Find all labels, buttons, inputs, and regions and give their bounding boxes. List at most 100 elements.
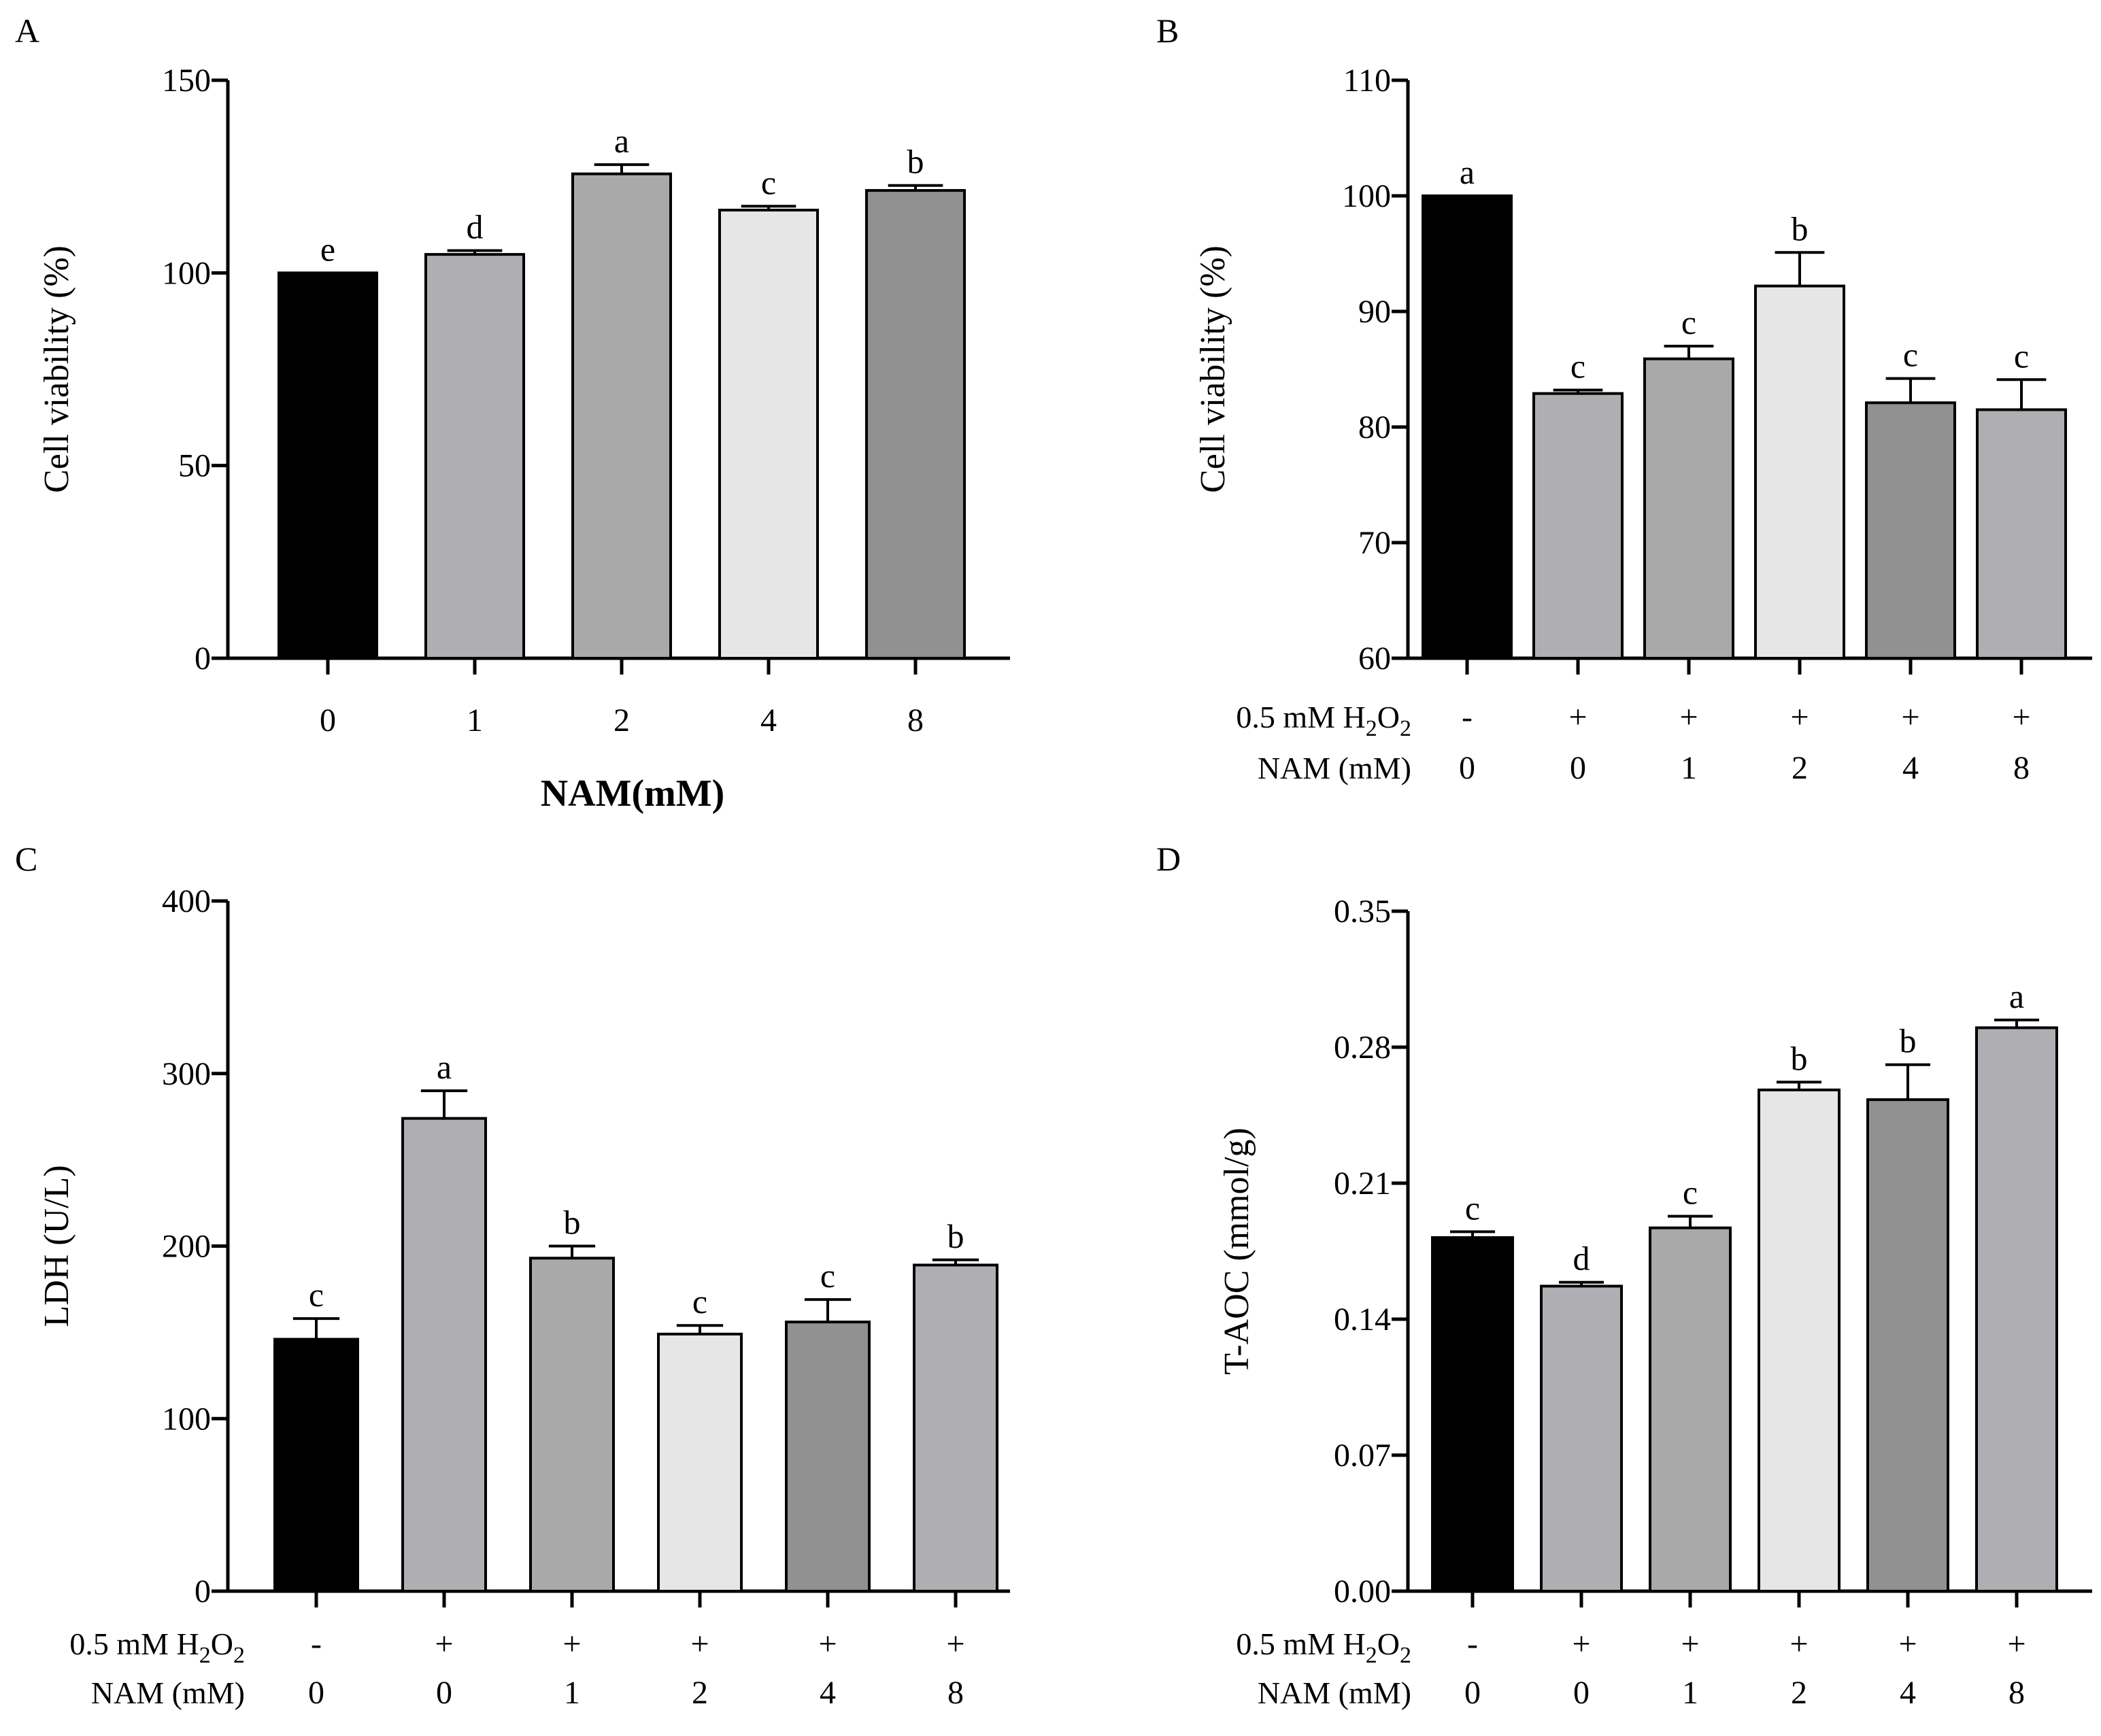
- condition-label-main: NAM (mM): [1258, 751, 1411, 785]
- condition-value: -: [1467, 1626, 1478, 1662]
- panel-letter: D: [1156, 840, 1181, 878]
- condition-value: 0: [1459, 750, 1475, 786]
- significance-letter: a: [614, 122, 629, 160]
- bar: [1643, 357, 1734, 660]
- significance-letter: c: [1465, 1189, 1480, 1227]
- bar: [278, 271, 378, 660]
- condition-value: +: [1681, 1626, 1699, 1662]
- condition-value: 0: [1573, 1675, 1590, 1711]
- significance-letter: c: [692, 1282, 707, 1321]
- significance-letter: b: [1900, 1022, 1917, 1060]
- y-tick-label: 0.35: [1334, 893, 1391, 930]
- significance-letter: a: [2009, 977, 2024, 1015]
- condition-value: -: [1462, 699, 1473, 735]
- condition-value: -: [311, 1626, 322, 1662]
- condition-label-mid: O: [211, 1627, 233, 1661]
- bar: [1754, 284, 1845, 660]
- bar: [1649, 1226, 1732, 1593]
- y-tick-label: 70: [1358, 525, 1391, 561]
- y-tick-label: 80: [1358, 409, 1391, 445]
- bar: [657, 1332, 743, 1593]
- significance-letter: c: [309, 1276, 324, 1314]
- condition-value: 8: [947, 1675, 964, 1711]
- condition-label: NAM (mM): [1258, 1675, 1411, 1710]
- y-axis-label: T-AOC (mmol/g): [1217, 1127, 1256, 1375]
- condition-value: +: [2007, 1626, 2026, 1662]
- condition-label-sub: 2: [1400, 1643, 1411, 1668]
- x-axis-title: NAM(mM): [541, 772, 725, 815]
- bar: [424, 253, 525, 660]
- significance-letter: e: [320, 230, 335, 268]
- condition-label-main: NAM (mM): [91, 1675, 245, 1710]
- x-tick-label: 0: [320, 702, 336, 738]
- x-tick-label: 8: [907, 702, 924, 738]
- bar: [571, 172, 672, 660]
- condition-value: 1: [564, 1675, 580, 1711]
- y-tick-label: 0.28: [1334, 1029, 1391, 1066]
- condition-label-main: 0.5 mM H: [1236, 700, 1365, 734]
- condition-label-sub: 2: [233, 1643, 245, 1668]
- condition-value: +: [562, 1626, 581, 1662]
- significance-letter: b: [947, 1217, 964, 1255]
- condition-label: 0.5 mM H2O2: [69, 1627, 245, 1668]
- y-axis-label: LDH (U/L): [37, 1165, 76, 1327]
- bar: [1975, 1026, 2058, 1593]
- y-tick-label: 150: [162, 63, 211, 99]
- y-axis-label: Cell viability (%): [37, 245, 76, 493]
- condition-label-sub: 2: [1366, 716, 1377, 741]
- panel-letter: A: [15, 12, 39, 50]
- condition-value: 0: [1464, 1675, 1481, 1711]
- condition-label: 0.5 mM H2O2: [1236, 1627, 1411, 1668]
- y-tick-label: 400: [162, 883, 211, 919]
- condition-label-sub: 2: [199, 1643, 211, 1668]
- condition-value: +: [1898, 1626, 1917, 1662]
- bar: [1422, 194, 1513, 660]
- significance-letter: c: [1570, 347, 1585, 386]
- y-tick-label: 0.00: [1334, 1573, 1391, 1610]
- condition-label-mid: O: [1377, 1627, 1400, 1661]
- significance-letter: c: [761, 163, 776, 201]
- condition-value: +: [435, 1626, 453, 1662]
- condition-value: 1: [1681, 750, 1697, 786]
- y-tick-label: 110: [1343, 63, 1391, 99]
- bar: [1540, 1284, 1623, 1593]
- bar: [273, 1338, 359, 1593]
- condition-label-main: NAM (mM): [1258, 1675, 1411, 1710]
- significance-letter: c: [1683, 1174, 1698, 1212]
- panel-d: D 0.00 0.07 0.14 0.21 0.28 0.35 T-AOC (mmol/g) c…: [1156, 840, 2092, 1711]
- condition-value: +: [1901, 699, 1919, 735]
- condition-value: +: [2012, 699, 2030, 735]
- y-tick-label: 90: [1358, 294, 1391, 330]
- condition-value: 0: [436, 1675, 452, 1711]
- condition-value: +: [1568, 699, 1587, 735]
- bar: [1865, 401, 1956, 660]
- significance-letter: b: [1792, 209, 1809, 248]
- panel-a: A 0 50 100 150 Cell viability (%) e 0 d 1 a 2 c 4 b 8 NA…: [15, 12, 1010, 815]
- significance-letter: c: [1681, 303, 1696, 341]
- condition-value: 8: [2008, 1675, 2025, 1711]
- y-tick-label: 0.21: [1334, 1165, 1391, 1202]
- y-tick-label: 0: [195, 641, 211, 677]
- condition-value: +: [1572, 1626, 1590, 1662]
- condition-value: 2: [1792, 750, 1808, 786]
- y-tick-label: 100: [1342, 178, 1391, 214]
- bar: [1758, 1088, 1841, 1593]
- bar: [913, 1263, 998, 1593]
- condition-value: +: [1789, 1626, 1808, 1662]
- y-tick-label: 0.14: [1334, 1301, 1391, 1338]
- bar: [1976, 408, 2067, 660]
- condition-label-sub: 2: [1400, 716, 1411, 741]
- condition-value: 2: [1791, 1675, 1807, 1711]
- y-axis-label: Cell viability (%): [1194, 245, 1232, 493]
- condition-value: +: [1679, 699, 1698, 735]
- condition-label: 0.5 mM H2O2: [1236, 700, 1411, 741]
- condition-value: +: [1790, 699, 1809, 735]
- significance-letter: d: [1573, 1240, 1590, 1278]
- condition-label: NAM (mM): [91, 1675, 245, 1710]
- bar: [1866, 1098, 1949, 1593]
- condition-label-sub: 2: [1366, 1643, 1377, 1668]
- condition-value: +: [690, 1626, 709, 1662]
- condition-value: 1: [1682, 1675, 1698, 1711]
- bar: [401, 1117, 487, 1593]
